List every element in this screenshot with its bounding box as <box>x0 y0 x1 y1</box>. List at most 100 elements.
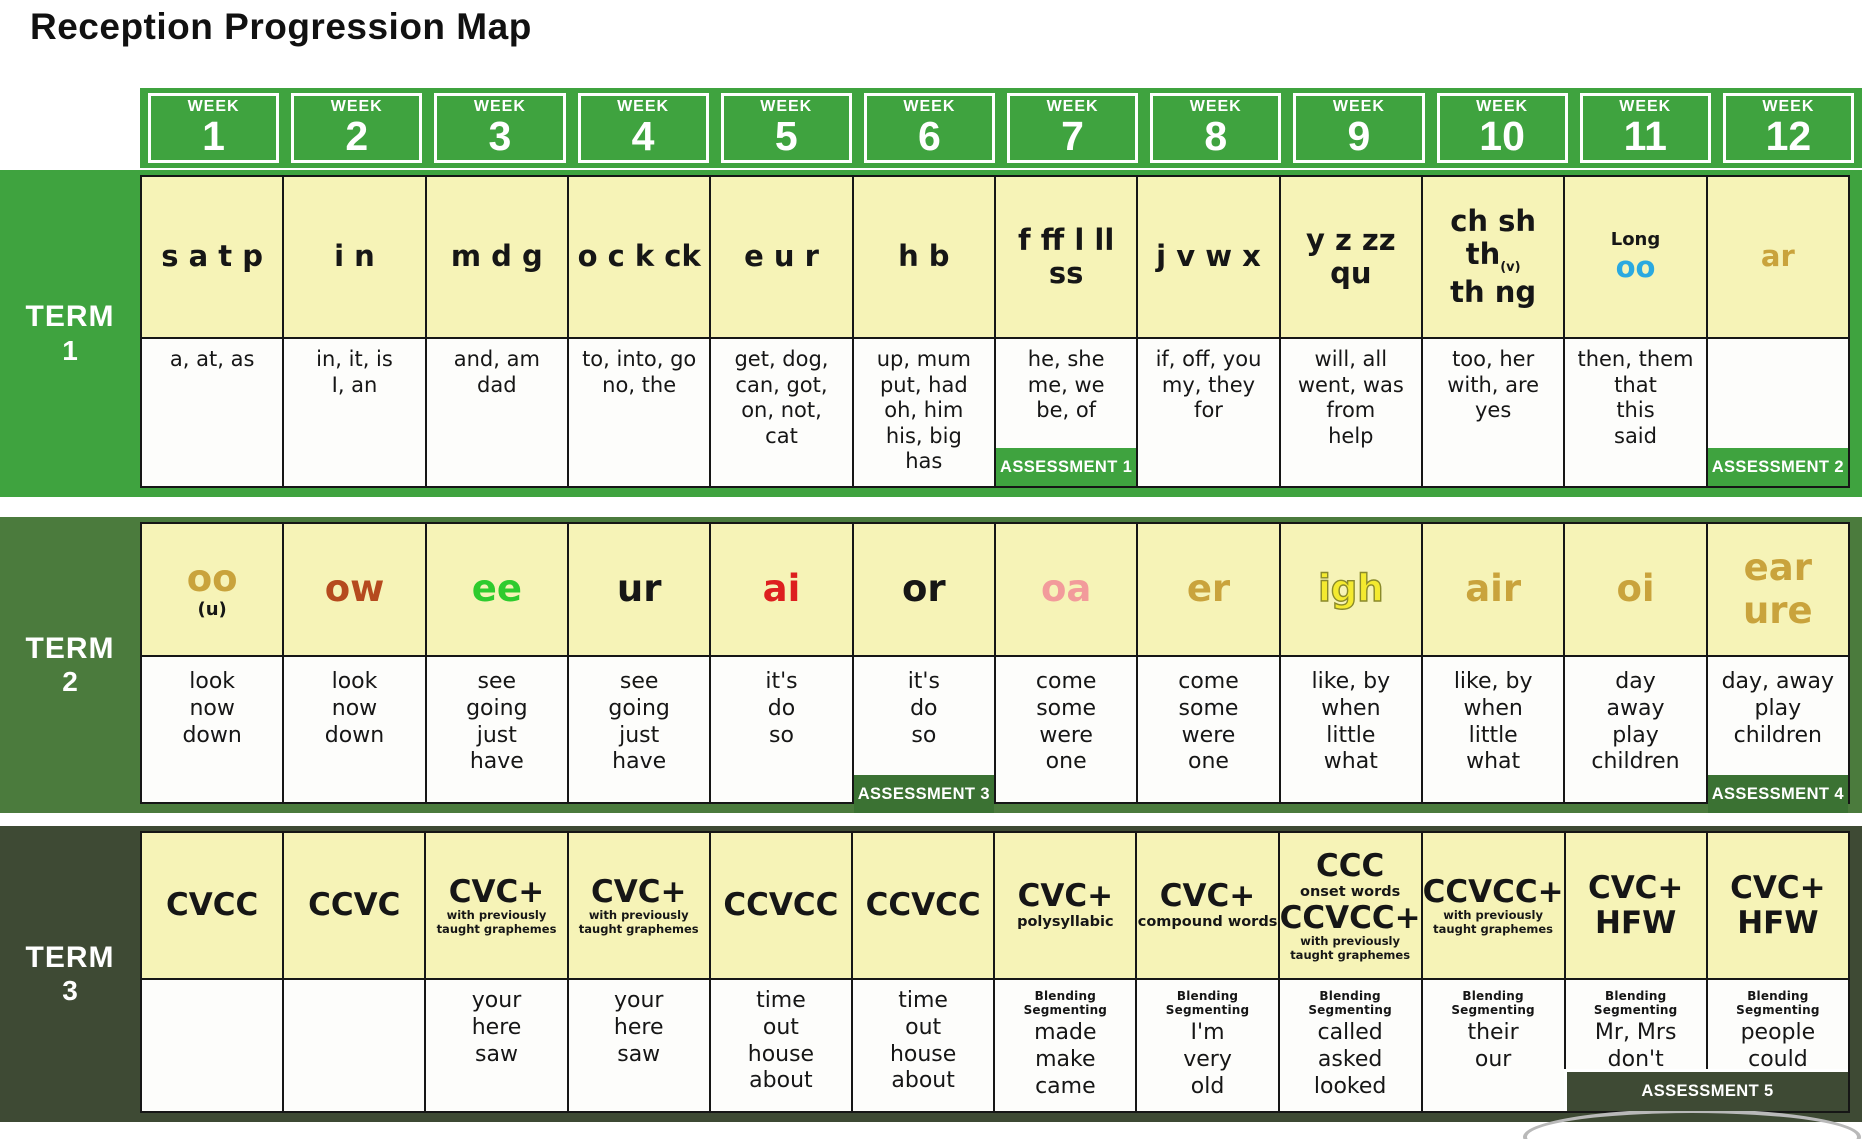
word-line: day <box>1615 669 1656 694</box>
blending-note: Blending Segmenting <box>1165 989 1250 1017</box>
phoneme-line: CVC+ <box>448 874 545 911</box>
word-line: make <box>1035 1046 1096 1072</box>
word-line: your <box>471 988 522 1013</box>
word-line: down <box>324 722 385 748</box>
phoneme-line: CVC+ <box>1159 878 1256 915</box>
phoneme-line: CCVCC <box>723 887 839 924</box>
words-cell: look now down <box>142 657 282 802</box>
term-label-word: TERM <box>25 940 115 974</box>
word-line: our <box>1474 1046 1512 1072</box>
week-number: 8 <box>1204 113 1228 159</box>
word-line: do <box>910 695 938 721</box>
week-number: 5 <box>774 113 798 159</box>
phoneme-line: qu <box>1330 256 1372 290</box>
week-column: or it's do so ASSESSMENT 3 <box>853 524 994 813</box>
week-column: CCVCC time out house about <box>853 833 994 1111</box>
term-row-1: TERM 1 s a t p a, at, as i n in, it, is I, an m… <box>0 170 1862 497</box>
phoneme-cell: air <box>1422 524 1564 657</box>
words-cell: up, mum put, had oh, him his, big has <box>854 339 994 486</box>
word-line: little <box>1468 722 1518 748</box>
phoneme-cell: CCC onset words CCVCC+ with previously taugh… <box>1279 833 1421 980</box>
phoneme-line: ee <box>471 567 522 611</box>
phoneme-line: h b <box>898 239 950 274</box>
week-column: CVCC <box>142 833 283 1111</box>
week-label: WEEK <box>1332 98 1385 115</box>
phoneme-line: ure <box>1742 588 1813 632</box>
term-label-number: 1 <box>62 334 78 366</box>
phoneme-line: CVC+ <box>1587 870 1684 907</box>
phoneme-line: CCVCC+ <box>1422 874 1564 911</box>
week-column: ee see going just have <box>426 524 567 802</box>
week-column: ch sh th(v) th ng too, her with, are yes <box>1422 177 1564 486</box>
word-line: people <box>1740 1020 1816 1045</box>
phoneme-cell: ee <box>426 524 567 657</box>
phoneme-cell: igh <box>1280 524 1421 657</box>
phoneme-line: f ff l ll <box>1018 222 1115 257</box>
word-line: look <box>189 669 236 694</box>
words-cell: too, her with, are yes <box>1423 339 1563 486</box>
word-line: when <box>1321 695 1381 721</box>
phoneme-cell: er <box>1138 524 1279 657</box>
word-line: some <box>1036 695 1097 721</box>
word-line: house <box>889 1041 957 1067</box>
phoneme-cell: ch sh th(v) th ng <box>1422 177 1564 339</box>
word-line: just <box>476 722 517 748</box>
term-grid: s a t p a, at, as i n in, it, is I, an m d g a… <box>140 175 1850 488</box>
week-column: y z zz qu will, all went, was from help <box>1280 177 1421 486</box>
words-cell: in, it, is I, an <box>284 339 424 486</box>
week-label: WEEK <box>903 98 956 115</box>
phoneme-cell: h b <box>853 177 994 339</box>
phoneme-line: air <box>1465 567 1522 611</box>
assessment-badge: ASSESSMENT 2 <box>1707 448 1848 486</box>
week-column: oo (u) look now down <box>142 524 283 802</box>
words-cell: your here saw <box>569 980 709 1111</box>
word-line: now <box>331 695 378 721</box>
term-row-3: TERM 3 CVCC CCVC CVC+ with previously taught g… <box>0 826 1862 1122</box>
phoneme-cell: j v w x <box>1138 177 1279 339</box>
phoneme-cell: oo (u) <box>142 524 283 657</box>
words-cell: look now down <box>284 657 424 802</box>
words-cell: day, away play children <box>1708 657 1848 802</box>
phoneme-cell: CCVC <box>284 833 425 980</box>
phoneme-cell: i n <box>284 177 425 339</box>
phoneme-line: th ng <box>1450 274 1537 309</box>
phoneme-cell: CCVCC+ with previously taught graphemes <box>1422 833 1564 980</box>
phoneme-cell: or <box>853 524 994 657</box>
page-title: Reception Progression Map <box>30 6 532 47</box>
word-line: what <box>1323 749 1378 775</box>
word-line: made <box>1034 1020 1097 1045</box>
week-box: WEEK 9 <box>1293 93 1425 163</box>
word-line: now <box>189 695 235 721</box>
word-line: oh, him <box>884 398 964 423</box>
word-line: came <box>1035 1073 1096 1099</box>
phoneme-cell: CVCC <box>142 833 283 980</box>
phoneme-cell: s a t p <box>142 177 283 339</box>
words-cell: Blending Segmenting Mr, Mrs don't <box>1566 980 1706 1111</box>
word-line: put, had <box>879 372 968 397</box>
words-cell: get, dog, can, got, on, not, cat <box>711 339 851 486</box>
term-row-2: TERM 2 oo (u) look now down ow look now down ee see g… <box>0 517 1862 813</box>
word-line: Mr, Mrs <box>1594 1020 1677 1045</box>
phoneme-line: with previously <box>1443 908 1543 923</box>
term-grid: CVCC CCVC CVC+ with previously taught graphe… <box>140 831 1850 1113</box>
week-number: 7 <box>1061 113 1084 159</box>
word-line: were <box>1039 722 1093 748</box>
word-line: time <box>898 988 948 1013</box>
word-line: if, off, you <box>1155 347 1262 371</box>
week-column: CVC+ HFW Blending Segmenting people could <box>1707 833 1848 1111</box>
phoneme-cell: ear ure <box>1707 524 1848 657</box>
word-line: away <box>1606 695 1665 721</box>
phoneme-line: oo <box>186 556 238 600</box>
phoneme-line: ear <box>1743 545 1812 589</box>
words-cell: like, by when little what <box>1281 657 1421 802</box>
word-line: your <box>613 988 664 1013</box>
word-line: no, the <box>602 372 677 397</box>
phoneme-line: oa <box>1040 567 1092 611</box>
term-grid-wrap: oo (u) look now down ow look now down ee see going j… <box>140 522 1850 813</box>
word-line: day, away <box>1721 669 1835 694</box>
words-cell: Blending Segmenting I'm very old <box>1137 980 1277 1111</box>
phoneme-cell: y z zz qu <box>1280 177 1421 339</box>
week-column: er come some were one <box>1138 524 1279 802</box>
word-line: here <box>613 1014 664 1040</box>
phoneme-line: igh <box>1317 567 1384 611</box>
